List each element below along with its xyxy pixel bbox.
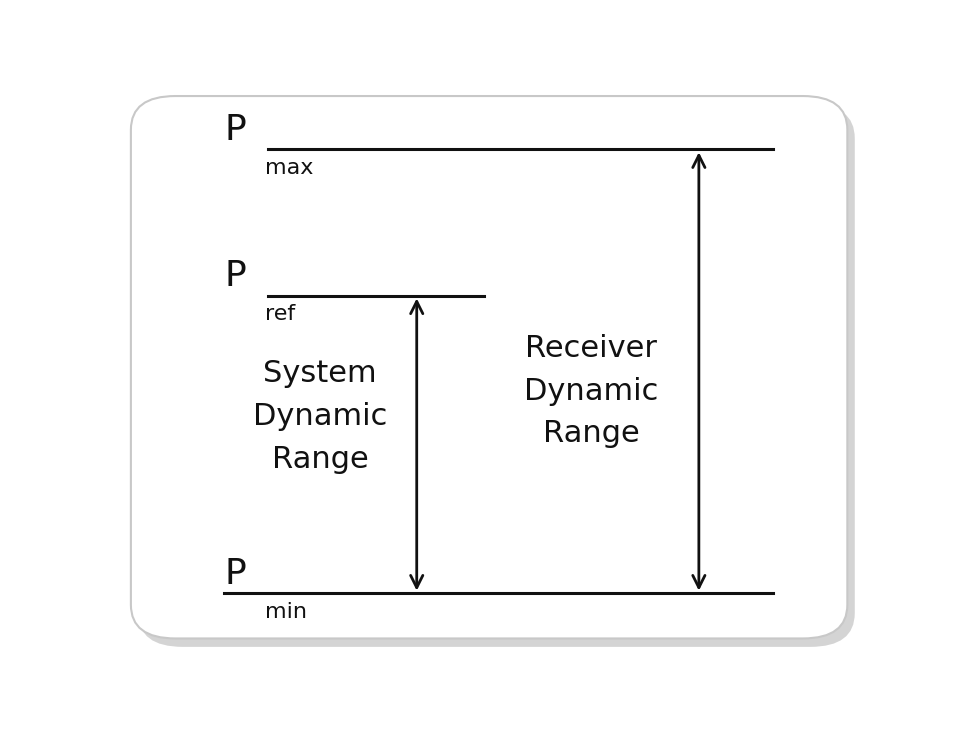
Text: $\mathregular{P}$: $\mathregular{P}$ [223, 112, 246, 147]
Text: $\mathregular{P}$: $\mathregular{P}$ [223, 258, 246, 293]
Text: min: min [264, 602, 307, 622]
Text: $\mathregular{P}$: $\mathregular{P}$ [223, 557, 246, 591]
FancyBboxPatch shape [131, 96, 847, 639]
Text: max: max [264, 158, 313, 178]
Text: System
Dynamic
Range: System Dynamic Range [253, 359, 387, 474]
FancyBboxPatch shape [138, 104, 855, 647]
Text: ref: ref [264, 304, 295, 324]
Text: Receiver
Dynamic
Range: Receiver Dynamic Range [524, 334, 658, 448]
